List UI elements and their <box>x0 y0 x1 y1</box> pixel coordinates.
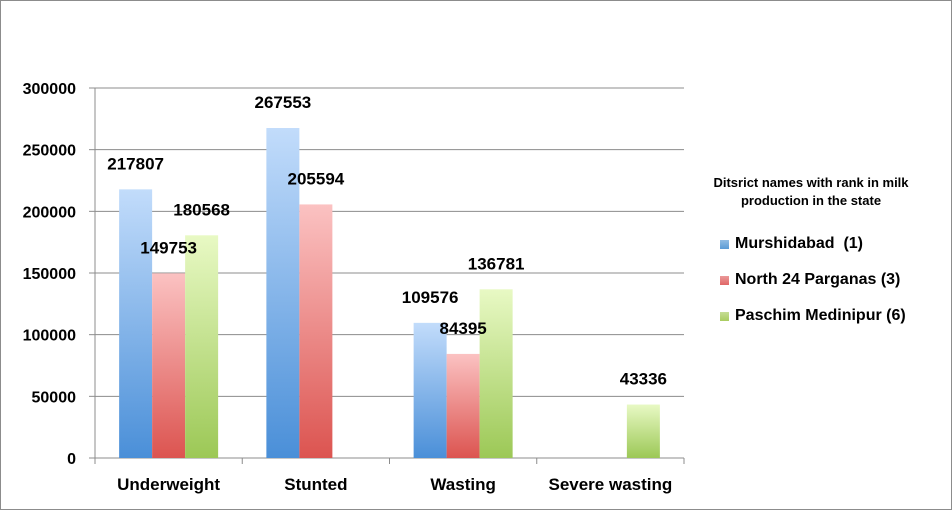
bar <box>299 204 333 458</box>
bar <box>626 404 660 458</box>
bar <box>185 235 219 458</box>
data-label: 109576 <box>402 288 459 307</box>
y-tick-label: 0 <box>67 451 76 468</box>
y-tick-label: 100000 <box>23 328 76 345</box>
legend-title: Ditsrict names with rank in milk product… <box>713 175 909 208</box>
bar <box>119 189 153 458</box>
bar <box>446 353 480 458</box>
y-tick-label: 150000 <box>23 266 76 283</box>
x-category-label: Wasting <box>430 475 495 494</box>
y-tick-label: 200000 <box>23 204 76 221</box>
bar <box>413 322 447 458</box>
data-label: 217807 <box>107 154 164 173</box>
legend-label: Paschim Medinipur (6) <box>735 307 906 324</box>
data-label: 205594 <box>288 169 345 188</box>
legend-swatch <box>720 311 729 321</box>
legend-item: North 24 Parganas (3) <box>720 270 900 290</box>
legend-item: Paschim Medinipur (6) <box>720 306 906 326</box>
x-category-label: Severe wasting <box>548 475 672 494</box>
legend-swatch <box>720 275 729 285</box>
data-label: 149753 <box>140 238 197 257</box>
legend-item: Murshidabad (1) <box>720 234 863 254</box>
legend-swatch <box>720 239 729 249</box>
data-label: 180568 <box>173 200 230 219</box>
legend: Ditsrict names with rank in milk product… <box>712 174 948 324</box>
bar <box>152 273 186 458</box>
data-label: 84395 <box>439 319 486 338</box>
data-label: 43336 <box>620 370 667 389</box>
legend-label: Murshidabad (1) <box>735 235 864 252</box>
x-category-label: Underweight <box>117 475 220 494</box>
bar <box>479 289 513 458</box>
y-tick-label: 50000 <box>32 389 77 406</box>
y-tick-label: 300000 <box>23 81 76 98</box>
data-label: 267553 <box>255 93 312 112</box>
bar <box>266 128 300 459</box>
data-label: 136781 <box>468 254 525 273</box>
x-category-label: Stunted <box>284 475 347 494</box>
legend-label: North 24 Parganas (3) <box>735 271 901 288</box>
y-tick-label: 250000 <box>23 143 76 160</box>
